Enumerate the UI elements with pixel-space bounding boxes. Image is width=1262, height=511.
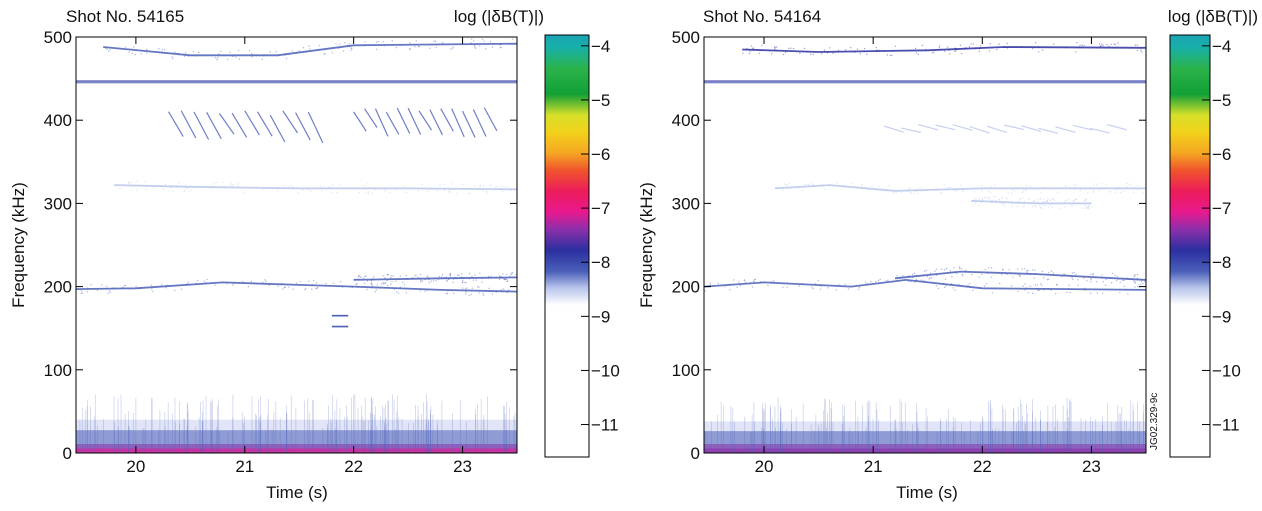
colorbar-ticks: −4 −5 −6 −7 −8 −9 −10 −11 xyxy=(581,37,620,435)
x-tick-label: 20 xyxy=(126,457,145,476)
x-axis-label: Time (s) xyxy=(896,483,958,502)
low-frequency-band xyxy=(76,394,517,453)
x-ticks: 20 21 22 23 xyxy=(755,37,1101,476)
y-tick-label: 200 xyxy=(44,278,72,297)
colorbar-frame xyxy=(1169,34,1211,458)
colorbar-tick-label: −8 xyxy=(591,253,610,272)
mode-trace xyxy=(114,184,517,191)
colorbar-label: log (|δB(T)|) xyxy=(1168,7,1258,26)
colorbar-tick-label: −5 xyxy=(1212,91,1231,110)
frequency-chirps xyxy=(353,107,498,138)
colorbar: −4 −5 −6 −7 −8 −9 −10 −11 xyxy=(544,34,620,458)
colorbar-gradient xyxy=(545,35,589,457)
colorbar: −4 −5 −6 −7 −8 −9 −10 −11 xyxy=(1169,34,1241,458)
y-tick-label: 500 xyxy=(672,28,700,47)
y-tick-label: 500 xyxy=(44,28,72,47)
colorbar-label: log (|δB(T)|) xyxy=(454,7,544,26)
colorbar-tick-label: −11 xyxy=(1212,416,1240,435)
y-tick-label: 400 xyxy=(672,111,700,130)
mode-trace xyxy=(103,42,517,57)
mode-trace xyxy=(742,46,1146,53)
colorbar-tick-label: −4 xyxy=(591,37,610,56)
y-tick-label: 200 xyxy=(672,278,700,297)
colorbar-tick-label: −9 xyxy=(1212,307,1231,326)
colorbar-tick-label: −7 xyxy=(1212,199,1231,218)
mode-trace xyxy=(971,200,1092,205)
y-tick-label: 400 xyxy=(44,111,72,130)
colorbar-tick-label: −10 xyxy=(1212,361,1241,380)
x-tick-label: 21 xyxy=(235,457,254,476)
mode-trace xyxy=(774,184,1146,192)
spectrogram-panel-right: Shot No. 54164 log (|δB(T)|) 20 21 22 23 0 1… xyxy=(637,7,1258,502)
plot-frame xyxy=(75,36,518,454)
colorbar-tick-label: −4 xyxy=(1212,37,1231,56)
chart-title: Shot No. 54165 xyxy=(66,7,184,26)
x-ticks: 20 21 22 23 xyxy=(126,37,472,476)
y-tick-label: 0 xyxy=(63,444,72,463)
y-tick-label: 100 xyxy=(672,361,700,380)
colorbar-gradient xyxy=(1170,35,1210,457)
y-axis-label: Frequency (kHz) xyxy=(9,182,28,308)
x-tick-label: 22 xyxy=(973,457,992,476)
y-tick-label: 100 xyxy=(44,361,72,380)
x-tick-label: 23 xyxy=(1082,457,1101,476)
low-frequency-band xyxy=(704,397,1146,453)
plot-area: 20 21 22 23 0 100 200 300 400 500 xyxy=(672,28,1147,476)
colorbar-tick-label: −7 xyxy=(591,199,610,218)
mode-trace xyxy=(76,281,517,293)
colorbar-tick-label: −6 xyxy=(591,145,610,164)
frequency-chirps xyxy=(168,110,324,144)
spectrogram-panel-left: Shot No. 54165 log (|δB(T)|) 20 21 22 23 0 1… xyxy=(9,7,620,502)
mode-trace xyxy=(353,276,517,281)
y-axis-label: Frequency (kHz) xyxy=(637,182,656,308)
x-axis-label: Time (s) xyxy=(266,483,328,502)
y-ticks: 0 100 200 300 400 500 xyxy=(672,28,1146,463)
frequency-chirps xyxy=(883,123,1127,134)
colorbar-tick-label: −6 xyxy=(1212,145,1231,164)
spectrogram-features xyxy=(76,38,517,453)
colorbar-frame xyxy=(544,34,590,458)
y-ticks: 0 100 200 300 400 500 xyxy=(44,28,517,463)
x-tick-label: 20 xyxy=(755,457,774,476)
x-tick-label: 23 xyxy=(453,457,472,476)
spectrogram-features xyxy=(704,42,1146,453)
colorbar-tick-label: −10 xyxy=(591,361,620,380)
y-tick-label: 300 xyxy=(44,194,72,213)
mode-trace xyxy=(704,278,1146,291)
x-tick-label: 21 xyxy=(864,457,883,476)
colorbar-tick-label: −9 xyxy=(591,307,610,326)
colorbar-ticks: −4 −5 −6 −7 −8 −9 −10 −11 xyxy=(1202,37,1241,435)
colorbar-tick-label: −5 xyxy=(591,91,610,110)
mode-trace xyxy=(894,270,1146,281)
colorbar-tick-label: −11 xyxy=(591,416,619,435)
chart-title: Shot No. 54164 xyxy=(703,7,821,26)
y-tick-label: 300 xyxy=(672,194,700,213)
figure-code: JG02.329-9c xyxy=(1149,393,1160,450)
plot-frame xyxy=(703,36,1147,454)
plot-area: 20 21 22 23 0 100 200 300 400 500 xyxy=(44,28,518,476)
x-tick-label: 22 xyxy=(344,457,363,476)
colorbar-tick-label: −8 xyxy=(1212,253,1231,272)
y-tick-label: 0 xyxy=(691,444,700,463)
